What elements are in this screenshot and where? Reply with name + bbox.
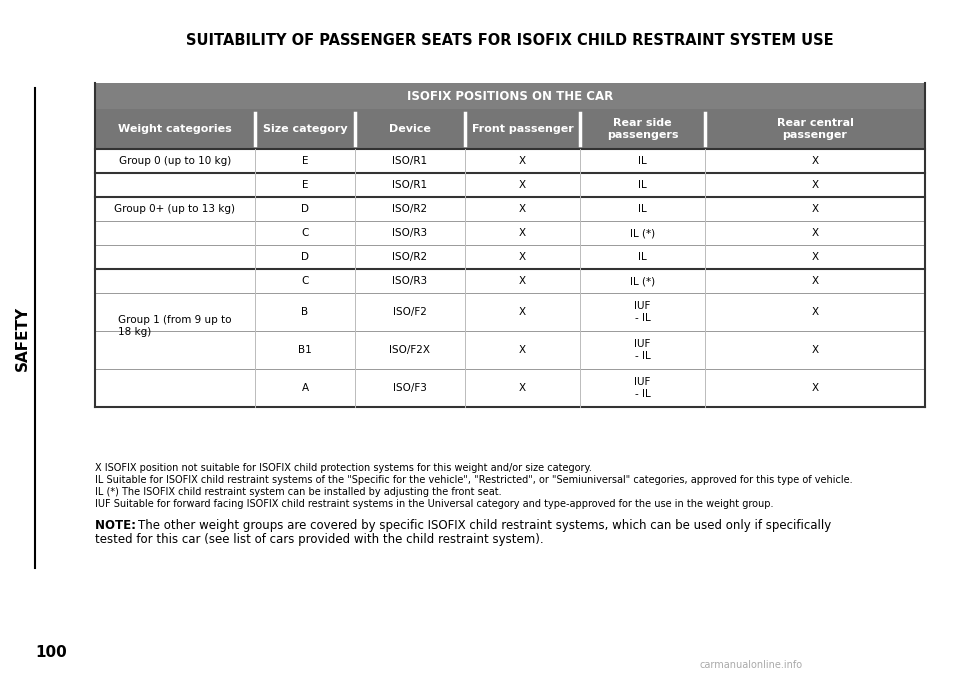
Text: ISO/F2X: ISO/F2X xyxy=(390,345,430,355)
Text: Size category: Size category xyxy=(263,124,348,134)
Text: 100: 100 xyxy=(35,645,67,660)
Text: X: X xyxy=(519,204,526,214)
Bar xyxy=(355,109,465,149)
Text: IUF
- IL: IUF - IL xyxy=(635,301,651,323)
Bar xyxy=(95,197,925,221)
Text: IL (*): IL (*) xyxy=(630,276,655,286)
Bar xyxy=(95,83,925,109)
Text: Device: Device xyxy=(389,124,431,134)
Text: X: X xyxy=(519,345,526,355)
Text: X: X xyxy=(519,156,526,166)
Bar xyxy=(95,293,925,331)
Text: ISO/R3: ISO/R3 xyxy=(393,276,427,286)
Text: Front passenger: Front passenger xyxy=(471,124,573,134)
Text: IL (*) The ISOFIX child restraint system can be installed by adjusting the front: IL (*) The ISOFIX child restraint system… xyxy=(95,487,502,497)
Bar xyxy=(95,245,925,269)
Bar xyxy=(95,269,925,293)
Text: NOTE:: NOTE: xyxy=(95,519,140,532)
Text: B: B xyxy=(301,307,308,317)
Text: X: X xyxy=(811,276,819,286)
Text: IL: IL xyxy=(638,156,647,166)
Bar xyxy=(95,369,925,407)
Text: X: X xyxy=(811,204,819,214)
Text: X: X xyxy=(811,252,819,262)
Text: Group 0+ (up to 13 kg): Group 0+ (up to 13 kg) xyxy=(114,204,235,214)
Text: Rear central
passenger: Rear central passenger xyxy=(777,118,853,140)
Text: IL (*): IL (*) xyxy=(630,228,655,238)
Bar xyxy=(580,109,705,149)
Text: ISOFIX POSITIONS ON THE CAR: ISOFIX POSITIONS ON THE CAR xyxy=(407,89,613,102)
Text: Group 0 (up to 10 kg): Group 0 (up to 10 kg) xyxy=(119,156,231,166)
Bar xyxy=(255,109,355,149)
Text: ISO/R2: ISO/R2 xyxy=(393,204,427,214)
Text: X: X xyxy=(811,180,819,190)
Text: X: X xyxy=(811,156,819,166)
Text: ISO/R1: ISO/R1 xyxy=(393,180,427,190)
Text: carmanualonline.info: carmanualonline.info xyxy=(700,660,804,670)
Text: Group 1 (from 9 up to
18 kg): Group 1 (from 9 up to 18 kg) xyxy=(118,315,231,337)
Text: The other weight groups are covered by specific ISOFIX child restraint systems, : The other weight groups are covered by s… xyxy=(138,519,831,532)
Text: X: X xyxy=(519,307,526,317)
Text: X: X xyxy=(519,383,526,393)
Text: ISO/R1: ISO/R1 xyxy=(393,156,427,166)
Text: Weight categories: Weight categories xyxy=(118,124,232,134)
Text: C: C xyxy=(301,228,309,238)
Text: IUF Suitable for forward facing ISOFIX child restraint systems in the Universal : IUF Suitable for forward facing ISOFIX c… xyxy=(95,499,774,509)
Text: ISO/R2: ISO/R2 xyxy=(393,252,427,262)
Bar xyxy=(95,221,925,245)
Bar xyxy=(95,149,925,173)
Text: SAFETY: SAFETY xyxy=(14,305,30,371)
Text: X ISOFIX position not suitable for ISOFIX child protection systems for this weig: X ISOFIX position not suitable for ISOFI… xyxy=(95,463,592,473)
Text: IL: IL xyxy=(638,204,647,214)
Text: C: C xyxy=(301,276,309,286)
Text: tested for this car (see list of cars provided with the child restraint system).: tested for this car (see list of cars pr… xyxy=(95,533,543,546)
Text: A: A xyxy=(301,383,308,393)
Text: X: X xyxy=(519,252,526,262)
Text: X: X xyxy=(519,228,526,238)
Text: Rear side
passengers: Rear side passengers xyxy=(607,118,679,140)
Bar xyxy=(95,331,925,369)
Bar xyxy=(705,109,925,149)
Text: IL: IL xyxy=(638,180,647,190)
Bar xyxy=(465,109,580,149)
Text: IL: IL xyxy=(638,252,647,262)
Text: IUF
- IL: IUF - IL xyxy=(635,377,651,399)
Bar xyxy=(95,109,255,149)
Text: ISO/F2: ISO/F2 xyxy=(393,307,427,317)
Bar xyxy=(95,173,925,197)
Text: B1: B1 xyxy=(299,345,312,355)
Text: X: X xyxy=(811,345,819,355)
Text: ISO/F3: ISO/F3 xyxy=(393,383,427,393)
Text: SUITABILITY OF PASSENGER SEATS FOR ISOFIX CHILD RESTRAINT SYSTEM USE: SUITABILITY OF PASSENGER SEATS FOR ISOFI… xyxy=(186,33,834,48)
Text: X: X xyxy=(811,228,819,238)
Text: X: X xyxy=(519,180,526,190)
Text: X: X xyxy=(811,383,819,393)
Text: ISO/R3: ISO/R3 xyxy=(393,228,427,238)
Text: E: E xyxy=(301,156,308,166)
Text: E: E xyxy=(301,180,308,190)
Text: IL Suitable for ISOFIX child restraint systems of the "Specific for the vehicle": IL Suitable for ISOFIX child restraint s… xyxy=(95,475,852,485)
Text: IUF
- IL: IUF - IL xyxy=(635,339,651,361)
Text: X: X xyxy=(811,307,819,317)
Text: D: D xyxy=(301,204,309,214)
Text: X: X xyxy=(519,276,526,286)
Text: D: D xyxy=(301,252,309,262)
